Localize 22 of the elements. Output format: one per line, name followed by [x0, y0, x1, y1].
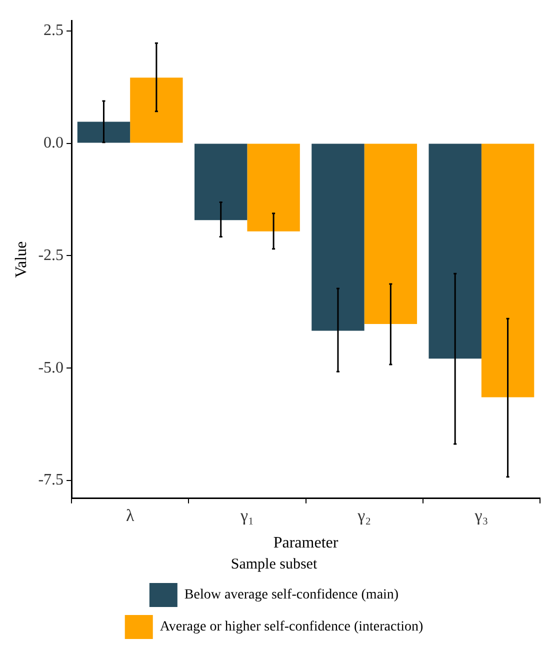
bar: [247, 144, 300, 232]
bar: [77, 122, 130, 143]
x-tick-label: γ₃: [474, 506, 488, 526]
bar: [130, 78, 183, 143]
y-tick-label: 0.0: [44, 134, 64, 152]
y-tick-label: -7.5: [38, 472, 64, 489]
x-axis-title: Parameter: [273, 534, 339, 552]
bar: [364, 144, 418, 324]
bar: [312, 144, 364, 331]
x-tick-label: γ₁: [239, 506, 254, 526]
legend-title: Sample subset: [230, 556, 318, 572]
y-axis-title: Value: [12, 241, 30, 278]
x-tick-label: γ₂: [356, 506, 372, 526]
legend-label: Average or higher self-confidence (interaction): [160, 620, 424, 635]
y-tick-label: -5.0: [38, 359, 64, 376]
y-tick-label: 2.5: [44, 22, 64, 40]
bar: [481, 144, 534, 398]
bar: [428, 144, 482, 359]
bar: [194, 144, 248, 220]
legend-label: Below average self-confidence (main): [184, 588, 399, 603]
x-tick-label: λ: [126, 506, 135, 526]
y-tick-label: -2.5: [38, 246, 64, 264]
